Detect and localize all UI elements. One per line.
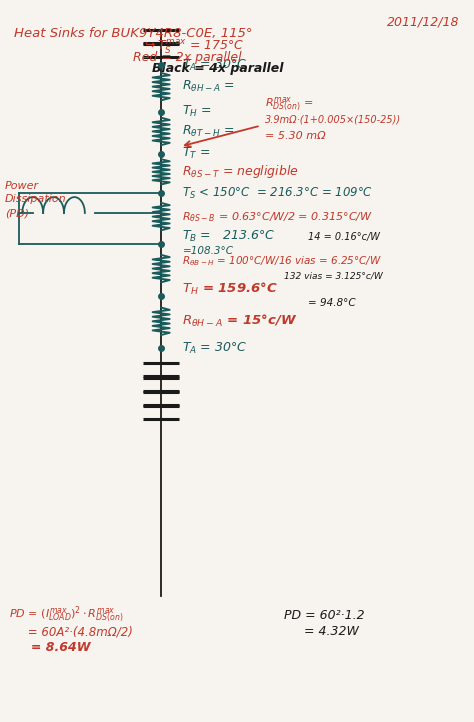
Text: $R_{\theta H-A}$ = 15°c/W: $R_{\theta H-A}$ = 15°c/W — [182, 313, 298, 329]
Text: $R_{\theta T-H}$ =: $R_{\theta T-H}$ = — [182, 124, 235, 139]
Text: $T_A$ = 30°C: $T_A$ = 30°C — [182, 58, 248, 72]
Text: $T_A$ = 30°C: $T_A$ = 30°C — [182, 341, 248, 355]
Text: Red = 2x parallel: Red = 2x parallel — [133, 51, 241, 64]
Text: $T_S$ < 150°C  = 216.3°C = 109°C: $T_S$ < 150°C = 216.3°C = 109°C — [182, 186, 374, 201]
Text: Power: Power — [5, 181, 39, 191]
Text: = 5.30 mΩ: = 5.30 mΩ — [265, 131, 326, 141]
Text: $T_B$ =   213.6°C: $T_B$ = 213.6°C — [182, 230, 275, 244]
Text: 2011/12/18: 2011/12/18 — [387, 16, 460, 29]
Text: PD = 60²·1.2: PD = 60²·1.2 — [284, 609, 365, 622]
Text: Heat Sinks for BUK9Y4R8-C0E, 115°: Heat Sinks for BUK9Y4R8-C0E, 115° — [14, 27, 253, 40]
Text: =108.3°C: =108.3°C — [182, 246, 234, 256]
Text: $\hookrightarrow T_S^{max}$ = 175°C: $\hookrightarrow T_S^{max}$ = 175°C — [142, 38, 245, 56]
Text: $T_H$ =: $T_H$ = — [182, 105, 212, 119]
Text: 132 vias = 3.125°c/W: 132 vias = 3.125°c/W — [284, 271, 383, 280]
Text: (PD): (PD) — [5, 209, 29, 219]
Text: = 94.8°C: = 94.8°C — [308, 298, 356, 308]
Text: = 4.32W: = 4.32W — [284, 625, 359, 638]
Text: Dissipation: Dissipation — [5, 194, 66, 204]
Text: $R_{\theta H-A}$ =: $R_{\theta H-A}$ = — [182, 79, 235, 94]
Text: $T_T$ =: $T_T$ = — [182, 147, 211, 161]
Text: $R_{\theta S-B}$ = 0.63°C/W/2 = 0.315°C/W: $R_{\theta S-B}$ = 0.63°C/W/2 = 0.315°C/… — [182, 209, 374, 224]
Text: = 8.64W: = 8.64W — [9, 641, 91, 654]
Text: $T_H$ = 159.6°C: $T_H$ = 159.6°C — [182, 281, 278, 297]
Text: $R_{DS(on)}^{max}$ =: $R_{DS(on)}^{max}$ = — [265, 95, 314, 113]
Text: 3.9mΩ·(1+0.005×(150-25)): 3.9mΩ·(1+0.005×(150-25)) — [265, 115, 401, 125]
Text: Black = 4x parallel: Black = 4x parallel — [152, 62, 283, 75]
Text: = 60A²·(4.8mΩ/2): = 60A²·(4.8mΩ/2) — [9, 625, 133, 638]
Text: $R_{\theta B-H}$ = 100°C/W/16 vias = 6.25°C/W: $R_{\theta B-H}$ = 100°C/W/16 vias = 6.2… — [182, 254, 383, 269]
Text: $R_{\theta S-T}$ = negligible: $R_{\theta S-T}$ = negligible — [182, 163, 300, 180]
Text: 14 = 0.16°c/W: 14 = 0.16°c/W — [308, 232, 380, 242]
Text: PD = $(I_{LOAD}^{max})^2 \cdot R_{DS(on)}^{max}$: PD = $(I_{LOAD}^{max})^2 \cdot R_{DS(on)… — [9, 605, 124, 625]
